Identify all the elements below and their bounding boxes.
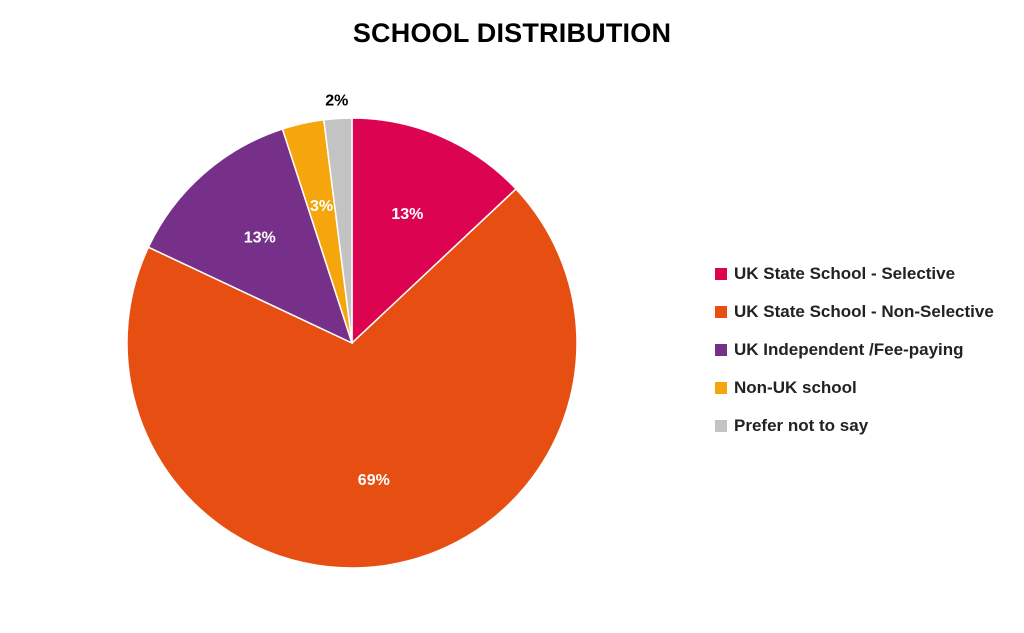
pie-slice-independent: [147, 128, 354, 345]
legend-label: UK State School - Selective: [734, 264, 956, 283]
legend-item-selective: UK State School - Selective: [715, 255, 1015, 293]
pie-label-independent: 13%: [244, 230, 276, 247]
chart-title: SCHOOL DISTRIBUTION: [352, 18, 672, 48]
chart-legend: UK State School - Selective UK State Scho…: [715, 255, 1015, 445]
legend-item-non-uk: Non-UK school: [715, 369, 1015, 407]
legend-swatch: [715, 344, 727, 356]
legend-label: UK State School - Non-Selective: [734, 302, 994, 321]
legend-label: Prefer not to say: [734, 416, 869, 435]
legend-swatch: [715, 268, 727, 280]
legend-item-independent: UK Independent /Fee-paying: [715, 331, 1015, 369]
legend-label: UK Independent /Fee-paying: [734, 340, 964, 359]
pie-slice-selective: [351, 117, 518, 345]
pie-label-non-selective: 69%: [358, 472, 390, 489]
pie-label-prefer-not-to-say: 2%: [325, 93, 348, 110]
pie-slice-non-selective: [126, 187, 578, 569]
pie-label-selective: 13%: [391, 206, 423, 223]
legend-swatch: [715, 420, 727, 432]
legend-item-non-selective: UK State School - Non-Selective: [715, 293, 1015, 331]
legend-label: Non-UK school: [734, 378, 857, 397]
legend-item-prefer-not-to-say: Prefer not to say: [715, 407, 1015, 445]
legend-swatch: [715, 306, 727, 318]
pie-label-non-uk: 3%: [310, 198, 333, 215]
pie-slice-prefer-not-to-say: [322, 117, 353, 344]
legend-swatch: [715, 382, 727, 394]
